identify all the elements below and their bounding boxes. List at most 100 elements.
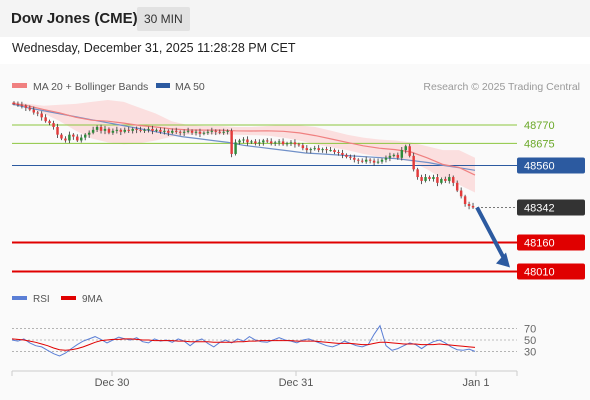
candle xyxy=(432,174,435,182)
candle xyxy=(266,138,269,143)
candle-body xyxy=(452,177,455,183)
candle xyxy=(12,101,16,106)
candle xyxy=(309,147,313,154)
last-price-label: 48342 xyxy=(524,202,555,214)
candle-body xyxy=(234,142,237,154)
rsi-tick-label: 50 xyxy=(524,335,536,347)
candle-body xyxy=(194,131,198,133)
candle xyxy=(202,131,206,136)
candle-body xyxy=(91,129,95,133)
candle-body xyxy=(250,141,253,143)
candle-body xyxy=(448,177,451,181)
candle-body xyxy=(198,131,202,134)
x-tick-label: Jan 1 xyxy=(463,377,490,389)
candle xyxy=(206,129,210,135)
candle-body xyxy=(246,139,249,143)
candle xyxy=(392,153,396,158)
candle-body xyxy=(313,148,316,150)
candle xyxy=(376,158,380,165)
candle xyxy=(293,139,297,148)
candle-body xyxy=(297,144,301,146)
candle-body xyxy=(202,132,206,134)
candle-body xyxy=(76,136,79,141)
candle-body xyxy=(36,112,39,114)
candle-body xyxy=(329,150,332,152)
candle-body xyxy=(349,156,352,158)
candle-body xyxy=(119,129,123,132)
candle xyxy=(305,145,309,153)
candle xyxy=(337,149,340,156)
candle-body xyxy=(163,130,166,132)
candle xyxy=(155,128,158,133)
candle xyxy=(357,158,360,164)
resistance-label: 48770 xyxy=(524,120,555,132)
candle xyxy=(440,177,443,185)
candle xyxy=(349,154,352,160)
candle xyxy=(273,140,277,147)
candle-body xyxy=(115,129,119,131)
candle-body xyxy=(376,161,380,163)
ma20-legend-swatch xyxy=(12,83,27,88)
candle xyxy=(455,180,459,193)
candle xyxy=(333,148,336,155)
chart-header: Dow Jones (CME) 30 MIN xyxy=(0,0,590,37)
candle-body xyxy=(357,159,360,161)
candle-body xyxy=(20,104,24,106)
candle-body xyxy=(28,107,32,110)
candle xyxy=(380,158,384,164)
candle-body xyxy=(16,103,20,105)
candle-body xyxy=(285,143,289,145)
candle-body xyxy=(56,126,59,135)
candle-body xyxy=(420,177,423,181)
candle-body xyxy=(214,130,218,132)
candle-body xyxy=(242,139,245,141)
candle-body xyxy=(269,141,273,144)
ma20-legend-label: MA 20 + Bollinger Bands xyxy=(33,81,148,93)
candle xyxy=(214,129,218,136)
candle-body xyxy=(107,128,111,133)
ma9-legend-label: 9MA xyxy=(82,294,103,305)
candle-body xyxy=(325,149,328,151)
candle xyxy=(372,158,376,166)
candle xyxy=(83,133,87,141)
candle-body xyxy=(436,177,439,183)
candle-body xyxy=(408,146,411,156)
candle-body xyxy=(258,142,261,144)
candles xyxy=(12,101,475,210)
candle-body xyxy=(167,130,170,133)
candle xyxy=(174,127,178,134)
candle-body xyxy=(444,178,447,181)
candle xyxy=(103,125,107,135)
candle-body xyxy=(135,128,138,130)
candle-body xyxy=(190,130,194,133)
candle-body xyxy=(372,160,376,163)
candle-body xyxy=(471,205,475,208)
candle-body xyxy=(364,159,368,162)
candle-body xyxy=(83,134,87,138)
candle xyxy=(345,153,348,159)
candle-body xyxy=(60,134,63,139)
candle xyxy=(72,133,75,140)
candle xyxy=(467,201,471,210)
candle-body xyxy=(360,160,364,162)
candle xyxy=(80,134,83,143)
candle-body xyxy=(254,141,257,144)
candle-body xyxy=(301,145,305,149)
candle-body xyxy=(428,177,431,179)
candle xyxy=(44,114,47,123)
candle xyxy=(230,128,233,158)
candle-body xyxy=(186,130,190,132)
rsi-ma9-line xyxy=(11,338,476,351)
candle xyxy=(329,147,332,152)
candle xyxy=(76,134,79,142)
candle-body xyxy=(289,142,293,144)
timeframe-button[interactable]: 30 MIN xyxy=(137,7,190,31)
candle-body xyxy=(72,134,75,137)
candle-body xyxy=(317,148,320,151)
rsi-legend-swatch xyxy=(12,296,27,300)
rsi-tick-label: 30 xyxy=(524,346,536,358)
candle xyxy=(163,127,166,135)
candle-body xyxy=(341,152,344,155)
